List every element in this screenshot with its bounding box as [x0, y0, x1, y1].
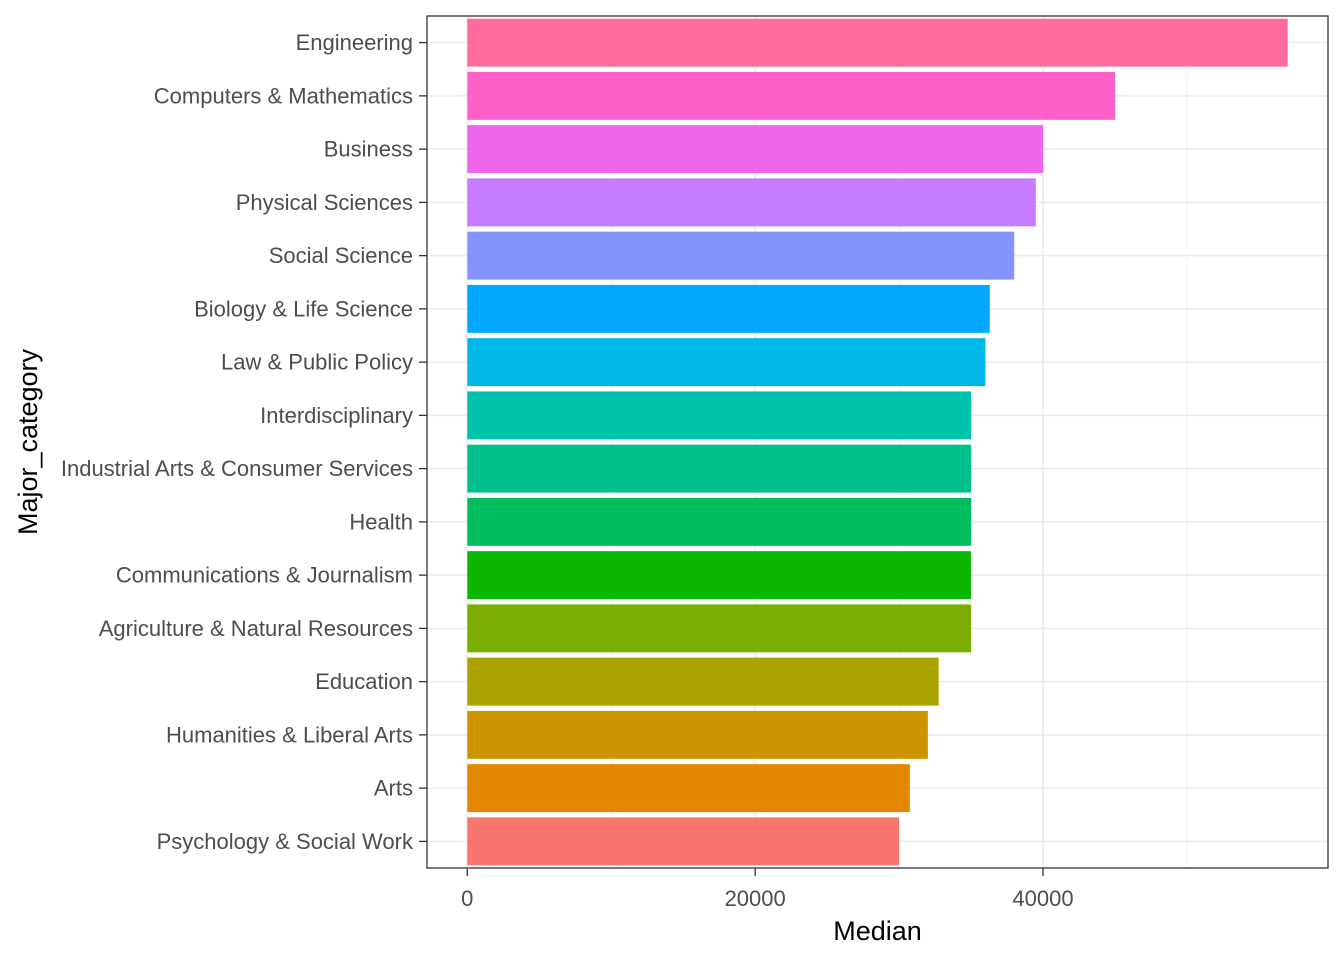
bar [467, 710, 928, 759]
y-tick-label: Health [349, 509, 413, 534]
bar [467, 338, 986, 387]
bar [467, 764, 910, 813]
y-tick-label: Education [315, 669, 413, 694]
y-axis-title: Major_category [13, 348, 43, 535]
x-axis-title: Median [833, 916, 922, 946]
bar [467, 391, 972, 440]
bar [467, 18, 1288, 67]
bar [467, 231, 1015, 280]
y-tick-label: Industrial Arts & Consumer Services [61, 456, 413, 481]
bar [467, 125, 1044, 174]
y-tick-label: Humanities & Liberal Arts [166, 722, 413, 747]
y-tick-label: Social Science [269, 243, 413, 268]
y-tick-label: Law & Public Policy [221, 350, 413, 375]
x-tick-label: 0 [461, 886, 473, 911]
bar [467, 284, 990, 333]
bars [467, 18, 1288, 866]
y-tick-label: Communications & Journalism [116, 563, 413, 588]
y-tick-label: Agriculture & Natural Resources [99, 616, 413, 641]
bar [467, 817, 900, 866]
y-tick-label: Computers & Mathematics [154, 83, 413, 108]
bar [467, 178, 1036, 227]
bar [467, 551, 972, 600]
bar [467, 497, 972, 546]
bar [467, 604, 972, 653]
bar [467, 657, 939, 706]
y-tick-label: Engineering [296, 30, 413, 55]
panel-border [426, 15, 1329, 869]
y-axis: Engineering Computers & Mathematics Busine… [61, 30, 427, 854]
y-tick-label: Psychology & Social Work [157, 829, 414, 854]
y-tick-label: Interdisciplinary [260, 403, 413, 428]
y-tick-label: Arts [374, 776, 413, 801]
x-axis: 0 20000 40000 [461, 868, 1074, 911]
x-tick-label: 40000 [1012, 886, 1073, 911]
x-tick-label: 20000 [725, 886, 786, 911]
y-tick-label: Business [324, 137, 413, 162]
y-tick-label: Physical Sciences [236, 190, 413, 215]
y-tick-label: Biology & Life Science [194, 296, 413, 321]
bar [467, 444, 972, 493]
bar [467, 71, 1115, 120]
